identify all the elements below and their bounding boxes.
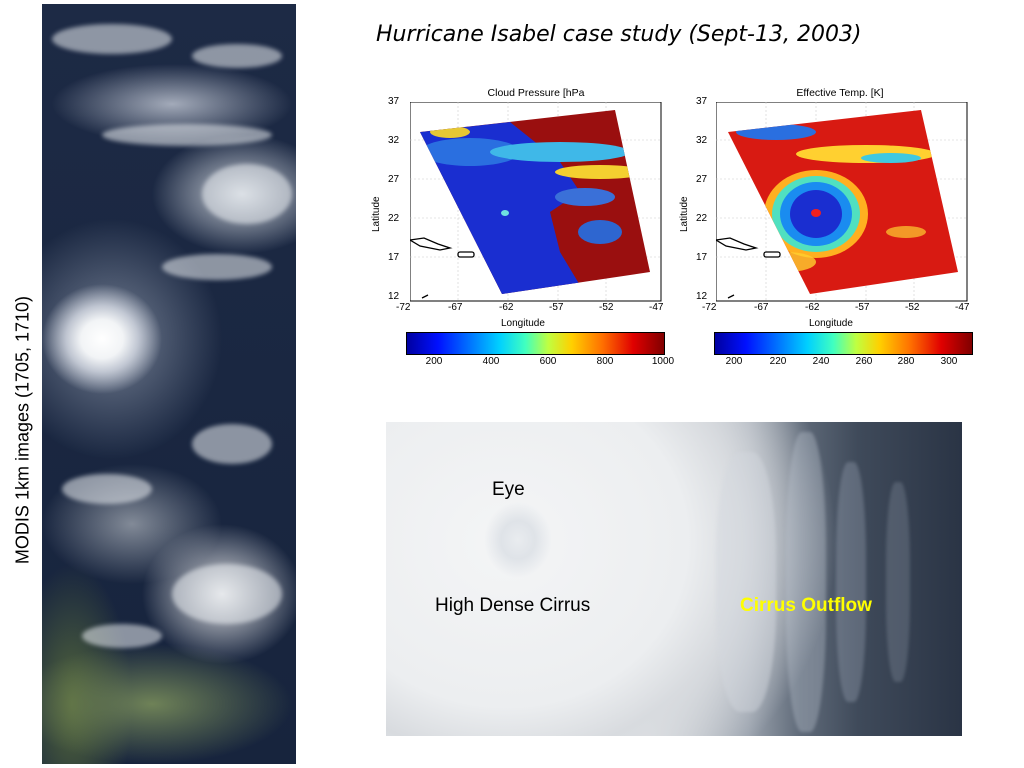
x-tick: -57 [549,302,564,313]
y-axis-label: Latitude [679,196,690,232]
y-tick: 37 [388,96,400,107]
map-panel-cloud-pressure: Cloud Pressure [hPa 37 32 27 22 1 [368,84,678,374]
y-tick: 22 [388,213,400,224]
colorbar-tick: 300 [940,356,958,367]
x-tick: -67 [754,302,769,313]
map-plot-area [410,102,662,302]
eye-label: Eye [492,479,525,500]
y-tick: 12 [696,291,708,302]
x-tick: -52 [905,302,920,313]
y-tick: 32 [388,135,400,146]
y-axis-label: Latitude [371,196,382,232]
map-panel-effective-temp: Effective Temp. [K] 37 32 [676,84,986,374]
x-axis-label: Longitude [501,318,545,329]
colorbar-tick: 240 [812,356,830,367]
colorbar-tick: 220 [769,356,787,367]
satellite-image-modis [42,4,296,764]
x-tick: -62 [805,302,820,313]
x-tick: -47 [955,302,970,313]
x-tick: -67 [448,302,463,313]
y-tick: 12 [388,291,400,302]
y-tick: 32 [696,135,708,146]
colorbar-tick: 200 [725,356,743,367]
x-tick: -52 [599,302,614,313]
colorbar-tick: 280 [897,356,915,367]
y-tick: 37 [696,96,708,107]
y-tick: 17 [696,252,708,263]
colorbar-tick: 1000 [651,356,675,367]
colorbar-tick: 260 [855,356,873,367]
x-tick: -62 [499,302,514,313]
map-plot-area [716,102,968,302]
slide-title: Hurricane Isabel case study (Sept-13, 20… [376,22,862,47]
panel-title: Cloud Pressure [hPa [487,87,585,99]
y-tick: 17 [388,252,400,263]
colorbar [714,332,973,355]
x-axis-label: Longitude [809,318,853,329]
x-tick: -47 [649,302,664,313]
colorbar [406,332,665,355]
y-tick: 27 [696,174,708,185]
outflow-label: Cirrus Outflow [740,595,872,616]
y-tick: 22 [696,213,708,224]
cirrus-label: High Dense Cirrus [435,595,591,616]
y-tick: 27 [388,174,400,185]
hurricane-eye-closeup: Eye High Dense Cirrus Cirrus Outflow [386,422,962,736]
side-label: MODIS 1km images (1705, 1710) [12,295,33,565]
colorbar-tick: 800 [596,356,614,367]
colorbar-tick: 200 [425,356,443,367]
colorbar-tick: 400 [482,356,500,367]
x-tick: -57 [855,302,870,313]
colorbar-tick: 600 [539,356,557,367]
x-tick: -72 [702,302,717,313]
x-tick: -72 [396,302,411,313]
panel-title: Effective Temp. [K] [796,87,884,99]
